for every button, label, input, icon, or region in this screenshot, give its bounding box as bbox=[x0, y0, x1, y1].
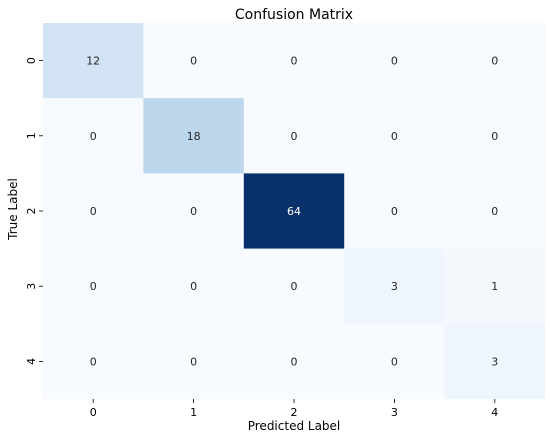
cell-annotation-2-4: 0 bbox=[491, 205, 498, 218]
x-axis-label: Predicted Label bbox=[248, 419, 341, 433]
cell-annotation-2-3: 0 bbox=[391, 205, 398, 218]
x-tick-label-3: 3 bbox=[391, 406, 398, 419]
y-tick-label-3: 3 bbox=[25, 283, 38, 290]
cell-annotation-1-0: 0 bbox=[90, 130, 97, 143]
cell-annotation-0-2: 0 bbox=[291, 55, 298, 68]
cell-annotation-1-2: 0 bbox=[291, 130, 298, 143]
heatmap-cell-2-3 bbox=[344, 173, 445, 249]
heatmap-cell-1-0 bbox=[43, 98, 144, 174]
cell-annotations: 12 0 0 0 0 0 18 0 0 0 0 0 64 0 0 0 0 0 3 1 0 0 0 0 3 bbox=[86, 55, 498, 369]
heatmap-cell-2-1 bbox=[143, 173, 245, 249]
cell-annotation-4-3: 0 bbox=[391, 355, 398, 368]
heatmap-cell-0-2 bbox=[243, 23, 345, 99]
x-tick-label-4: 4 bbox=[491, 406, 498, 419]
cell-annotation-2-2: 64 bbox=[287, 205, 301, 218]
cell-annotation-0-4: 0 bbox=[491, 55, 498, 68]
heatmap-cell-0-0 bbox=[43, 23, 144, 99]
cell-annotation-3-0: 0 bbox=[90, 280, 97, 293]
y-tick-label-0: 0 bbox=[25, 57, 38, 64]
heatmap-cell-3-2 bbox=[243, 248, 345, 325]
y-tick-label-1: 1 bbox=[25, 132, 38, 139]
heatmap-cell-3-3 bbox=[344, 248, 445, 325]
heatmap-cell-4-1 bbox=[143, 323, 245, 400]
y-axis: 0 1 2 3 4 bbox=[25, 57, 43, 365]
cell-annotation-3-3: 3 bbox=[391, 280, 398, 293]
cell-annotation-0-1: 0 bbox=[190, 55, 197, 68]
cell-annotation-4-4: 3 bbox=[491, 355, 498, 368]
heatmap-cell-0-1 bbox=[143, 23, 245, 99]
heatmap-cell-1-1 bbox=[143, 98, 245, 174]
heatmap-cell-4-4 bbox=[444, 323, 546, 400]
cell-annotation-4-0: 0 bbox=[90, 355, 97, 368]
y-tick-label-4: 4 bbox=[25, 358, 38, 365]
cell-annotation-3-1: 0 bbox=[190, 280, 197, 293]
heatmap-cell-4-3 bbox=[344, 323, 445, 400]
y-axis-label: True Label bbox=[6, 178, 20, 241]
heatmap-cell-1-3 bbox=[344, 98, 445, 174]
cell-annotation-3-4: 1 bbox=[491, 280, 498, 293]
y-tick-label-2: 2 bbox=[25, 208, 38, 215]
heatmap-cell-4-0 bbox=[43, 323, 144, 400]
cell-annotation-4-1: 0 bbox=[190, 355, 197, 368]
heatmap-cell-2-2 bbox=[243, 173, 345, 249]
cell-annotation-0-3: 0 bbox=[391, 55, 398, 68]
x-tick-label-1: 1 bbox=[190, 406, 197, 419]
cell-annotation-1-1: 18 bbox=[187, 130, 201, 143]
cell-annotation-4-2: 0 bbox=[291, 355, 298, 368]
chart-title: Confusion Matrix bbox=[235, 7, 353, 23]
heatmap-cell-0-3 bbox=[344, 23, 445, 99]
heatmap-cell-3-4 bbox=[444, 248, 546, 325]
cell-annotation-3-2: 0 bbox=[291, 280, 298, 293]
cell-annotation-2-1: 0 bbox=[190, 205, 197, 218]
cell-annotation-1-3: 0 bbox=[391, 130, 398, 143]
x-tick-label-0: 0 bbox=[90, 406, 97, 419]
heatmap-cell-3-1 bbox=[143, 248, 245, 325]
heatmap-cell-2-0 bbox=[43, 173, 144, 249]
x-axis: 0 1 2 3 4 bbox=[90, 399, 498, 419]
heatmap-cell-0-4 bbox=[444, 23, 546, 99]
cell-annotation-2-0: 0 bbox=[90, 205, 97, 218]
x-tick-label-2: 2 bbox=[291, 406, 298, 419]
heatmap-cell-2-4 bbox=[444, 173, 546, 249]
heatmap-cell-4-2 bbox=[243, 323, 345, 400]
heatmap-cell-1-4 bbox=[444, 98, 546, 174]
cell-annotation-0-0: 12 bbox=[86, 55, 100, 68]
heatmap-cells bbox=[43, 23, 546, 400]
heatmap-cell-3-0 bbox=[43, 248, 144, 325]
cell-annotation-1-4: 0 bbox=[491, 130, 498, 143]
heatmap-cell-1-2 bbox=[243, 98, 345, 174]
